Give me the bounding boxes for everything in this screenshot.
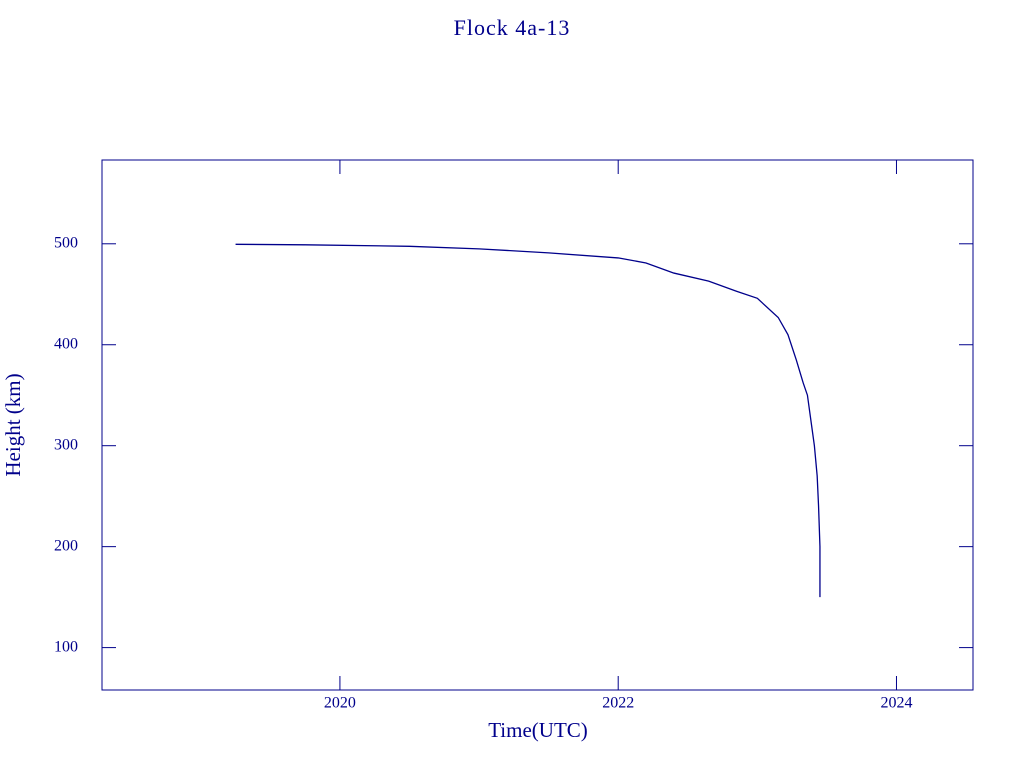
- y-axis-label: Height (km): [1, 373, 25, 476]
- y-tick-label: 100: [54, 638, 78, 655]
- y-tick-label: 400: [54, 335, 78, 352]
- data-line: [235, 243, 821, 598]
- y-tick-label: 200: [54, 537, 78, 554]
- x-axis-label: Time(UTC): [488, 718, 588, 742]
- x-tick-label: 2020: [324, 695, 356, 712]
- y-tick-label: 500: [54, 234, 78, 251]
- plot-frame: [101, 159, 974, 691]
- y-tick-label: 300: [54, 436, 78, 453]
- x-tick-label: 2024: [880, 695, 912, 712]
- chart-title: Flock 4a-13: [454, 15, 571, 40]
- x-tick-label: 2022: [602, 695, 634, 712]
